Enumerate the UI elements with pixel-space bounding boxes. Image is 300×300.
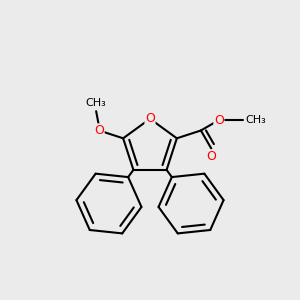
Text: O: O <box>214 114 224 127</box>
Text: O: O <box>145 112 155 125</box>
Text: CH₃: CH₃ <box>246 115 266 125</box>
Text: O: O <box>206 150 216 163</box>
Text: O: O <box>94 124 104 137</box>
Text: CH₃: CH₃ <box>86 98 106 108</box>
